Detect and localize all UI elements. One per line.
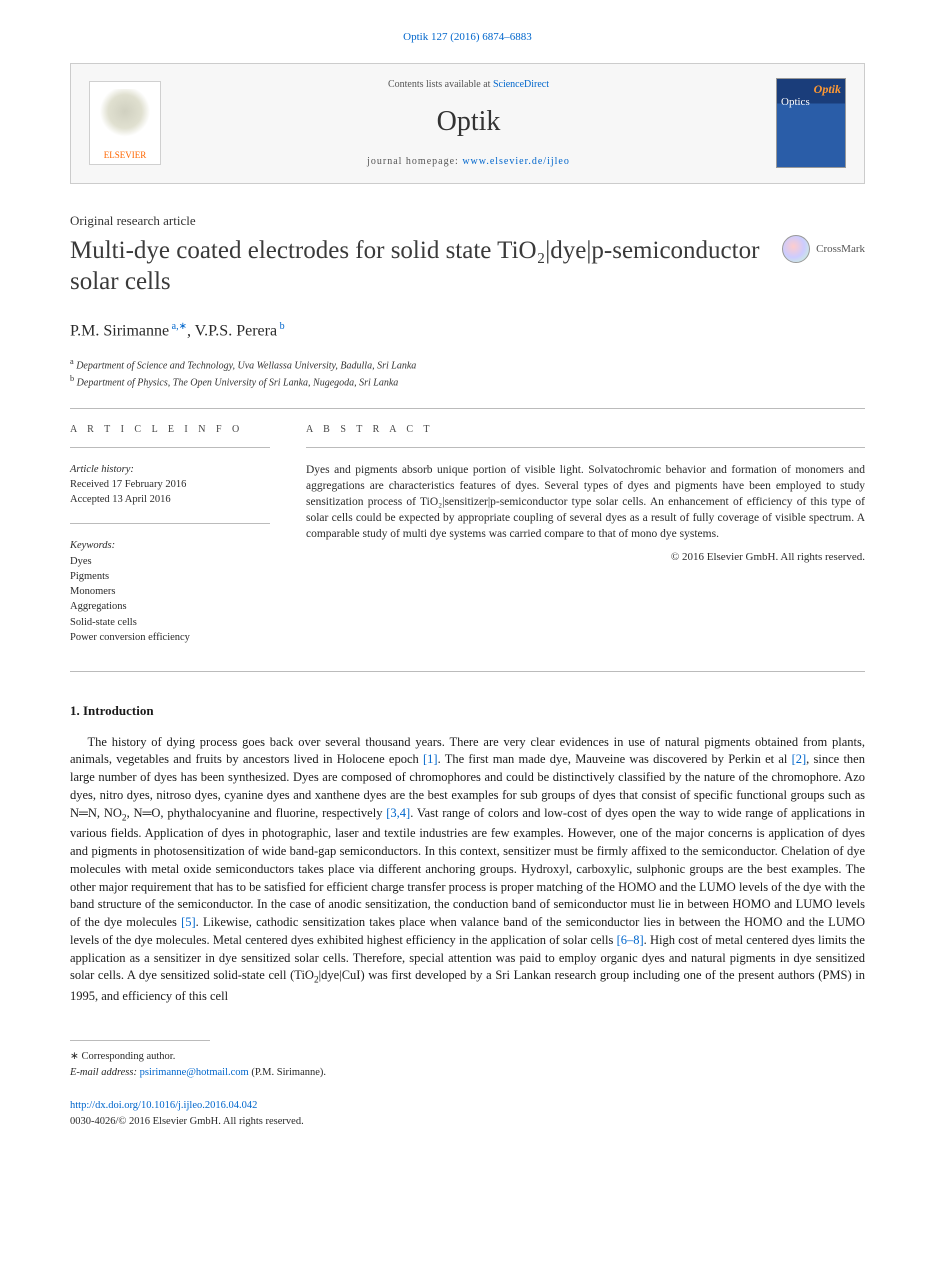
keyword-item: Pigments bbox=[70, 569, 270, 584]
email-label: E-mail address: bbox=[70, 1067, 137, 1078]
keywords-list: DyesPigmentsMonomersAggregationsSolid-st… bbox=[70, 554, 270, 645]
corresponding-author-block: ∗ Corresponding author. E-mail address: … bbox=[70, 1049, 865, 1081]
article-title: Multi-dye coated electrodes for solid st… bbox=[70, 235, 762, 298]
corresponding-label: Corresponding author. bbox=[81, 1051, 175, 1062]
citation-link[interactable]: [6–8] bbox=[617, 933, 644, 947]
elsevier-logo[interactable]: ELSEVIER bbox=[89, 81, 161, 165]
elsevier-tree-icon bbox=[100, 89, 150, 145]
citation-header: Optik 127 (2016) 6874–6883 bbox=[70, 30, 865, 45]
divider bbox=[70, 523, 270, 524]
issn-copyright: 0030-4026/© 2016 Elsevier GmbH. All righ… bbox=[70, 1116, 304, 1127]
keyword-item: Dyes bbox=[70, 554, 270, 569]
homepage-link[interactable]: www.elsevier.de/ijleo bbox=[462, 156, 570, 167]
abstract-copyright: © 2016 Elsevier GmbH. All rights reserve… bbox=[306, 550, 865, 565]
contents-line: Contents lists available at ScienceDirec… bbox=[179, 78, 758, 92]
crossmark-icon bbox=[782, 235, 810, 263]
crossmark-label: CrossMark bbox=[816, 242, 865, 257]
abstract-heading: A B S T R A C T bbox=[306, 423, 865, 437]
citation-link[interactable]: [5] bbox=[181, 915, 196, 929]
publisher-name: ELSEVIER bbox=[104, 149, 147, 161]
divider bbox=[70, 447, 270, 448]
footnote-divider bbox=[70, 1040, 210, 1041]
keyword-item: Aggregations bbox=[70, 599, 270, 614]
contents-prefix: Contents lists available at bbox=[388, 79, 493, 90]
abstract-column: A B S T R A C T Dyes and pigments absorb… bbox=[306, 423, 865, 661]
homepage-line: journal homepage: www.elsevier.de/ijleo bbox=[179, 155, 758, 169]
section-heading: 1. Introduction bbox=[70, 702, 865, 720]
banner-center: Contents lists available at ScienceDirec… bbox=[179, 78, 758, 169]
email-owner: (P.M. Sirimanne). bbox=[251, 1067, 326, 1078]
divider bbox=[70, 671, 865, 672]
journal-cover-thumbnail[interactable] bbox=[776, 78, 846, 168]
sciencedirect-link[interactable]: ScienceDirect bbox=[493, 79, 549, 90]
corresponding-marker: ∗ bbox=[70, 1051, 79, 1062]
introduction-body: The history of dying process goes back o… bbox=[70, 734, 865, 1006]
journal-name: Optik bbox=[179, 103, 758, 141]
doi-link[interactable]: http://dx.doi.org/10.1016/j.ijleo.2016.0… bbox=[70, 1100, 257, 1111]
info-abstract-row: A R T I C L E I N F O Article history: R… bbox=[70, 423, 865, 661]
homepage-prefix: journal homepage: bbox=[367, 156, 462, 167]
accepted-date: Accepted 13 April 2016 bbox=[70, 492, 270, 507]
abstract-text: Dyes and pigments absorb unique portion … bbox=[306, 462, 865, 542]
title-row: Multi-dye coated electrodes for solid st… bbox=[70, 235, 865, 298]
keywords-label: Keywords: bbox=[70, 538, 270, 553]
citation-link[interactable]: [1] bbox=[423, 752, 438, 766]
keywords-block: Keywords: DyesPigmentsMonomersAggregatio… bbox=[70, 538, 270, 645]
doi-block: http://dx.doi.org/10.1016/j.ijleo.2016.0… bbox=[70, 1098, 865, 1130]
citation-link[interactable]: [2] bbox=[792, 752, 807, 766]
article-info-heading: A R T I C L E I N F O bbox=[70, 423, 270, 437]
history-label: Article history: bbox=[70, 462, 270, 477]
divider bbox=[306, 447, 865, 448]
divider bbox=[70, 408, 865, 409]
corresponding-email-link[interactable]: psirimanne@hotmail.com bbox=[140, 1067, 249, 1078]
citation-link[interactable]: [3,4] bbox=[386, 806, 410, 820]
received-date: Received 17 February 2016 bbox=[70, 477, 270, 492]
keyword-item: Power conversion efficiency bbox=[70, 630, 270, 645]
affiliation-line: b Department of Physics, The Open Univer… bbox=[70, 373, 865, 390]
keyword-item: Monomers bbox=[70, 584, 270, 599]
article-history: Article history: Received 17 February 20… bbox=[70, 462, 270, 508]
affiliations: a Department of Science and Technology, … bbox=[70, 356, 865, 391]
article-type: Original research article bbox=[70, 212, 865, 230]
authors: P.M. Sirimanne a,∗, V.P.S. Perera b bbox=[70, 320, 865, 342]
crossmark-badge[interactable]: CrossMark bbox=[782, 235, 865, 263]
keyword-item: Solid-state cells bbox=[70, 615, 270, 630]
affiliation-line: a Department of Science and Technology, … bbox=[70, 356, 865, 373]
journal-banner: ELSEVIER Contents lists available at Sci… bbox=[70, 63, 865, 184]
article-info-column: A R T I C L E I N F O Article history: R… bbox=[70, 423, 270, 661]
